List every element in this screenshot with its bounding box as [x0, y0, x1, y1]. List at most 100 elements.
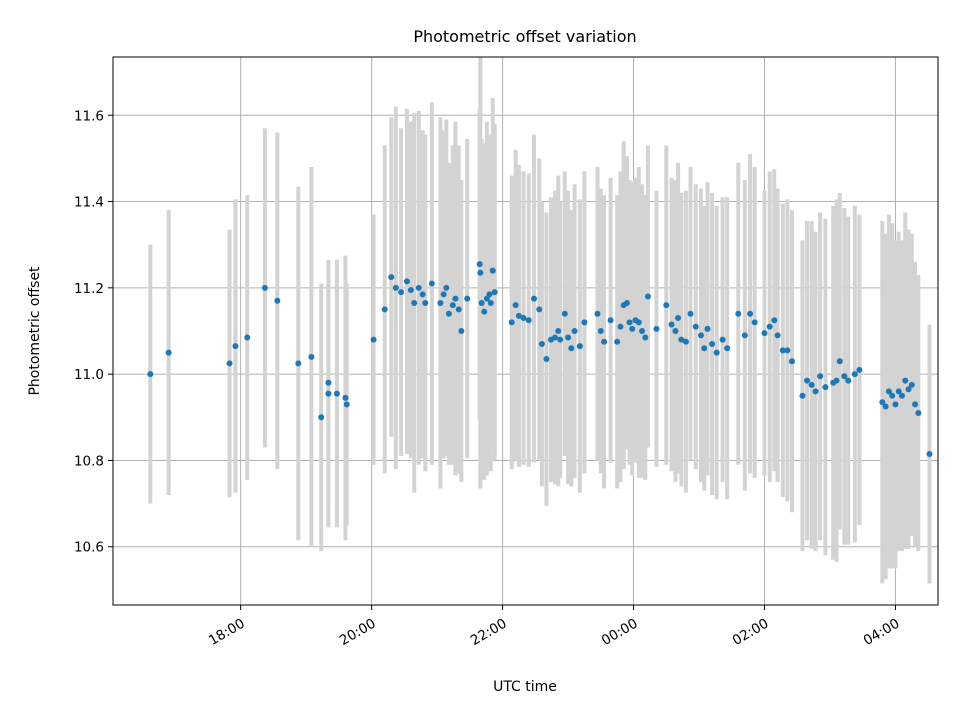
- data-point: [481, 308, 488, 315]
- data-point: [724, 345, 731, 352]
- data-point: [398, 289, 405, 296]
- data-point: [895, 388, 902, 395]
- data-point: [342, 394, 349, 401]
- data-point: [701, 345, 708, 352]
- data-point: [571, 328, 578, 334]
- data-point: [536, 306, 543, 313]
- data-point: [458, 328, 465, 334]
- data-point: [486, 291, 493, 298]
- data-point: [561, 310, 568, 317]
- data-point: [520, 315, 527, 322]
- data-point: [908, 381, 915, 388]
- data-point: [232, 343, 239, 350]
- data-point: [464, 295, 471, 302]
- data-point: [411, 299, 418, 306]
- data-point: [437, 299, 444, 306]
- data-point: [538, 340, 545, 347]
- data-point: [672, 328, 679, 334]
- data-point: [568, 345, 575, 352]
- data-point: [452, 295, 459, 302]
- data-point: [525, 317, 532, 324]
- data-point: [678, 336, 685, 343]
- data-point: [407, 287, 414, 294]
- data-point: [635, 319, 642, 326]
- data-point: [443, 284, 450, 291]
- data-point: [892, 401, 899, 408]
- data-point: [555, 328, 562, 334]
- data-point: [531, 295, 538, 302]
- y-tick-label: 10.8: [74, 453, 104, 469]
- data-point: [601, 338, 608, 345]
- data-point: [422, 299, 429, 306]
- data-point: [751, 319, 758, 326]
- data-point: [515, 312, 522, 319]
- data-point: [882, 403, 889, 410]
- data-point: [784, 347, 791, 354]
- data-point: [476, 261, 483, 268]
- data-point: [885, 388, 892, 395]
- plot-frame: [112, 56, 939, 606]
- data-point: [713, 349, 720, 356]
- data-point: [735, 310, 742, 317]
- data-point: [912, 401, 919, 408]
- data-point: [741, 332, 748, 339]
- y-tick-label: 10.6: [74, 540, 104, 556]
- data-point: [597, 328, 604, 334]
- data-point: [799, 392, 806, 399]
- data-point: [788, 358, 795, 365]
- y-tick-label: 11.4: [74, 195, 104, 211]
- data-point: [822, 384, 829, 391]
- data-point: [343, 401, 350, 408]
- data-point: [419, 291, 426, 298]
- data-point: [644, 293, 651, 300]
- data-point: [325, 379, 332, 386]
- data-point: [879, 399, 886, 406]
- data-point: [675, 315, 682, 322]
- data-point: [771, 317, 778, 324]
- data-point: [147, 371, 154, 378]
- data-point: [766, 323, 773, 330]
- data-point: [653, 325, 660, 332]
- data-point: [165, 349, 172, 356]
- data-point: [487, 299, 494, 306]
- data-point: [581, 319, 588, 326]
- data-point: [477, 269, 484, 276]
- y-tick-label: 11.2: [74, 281, 104, 297]
- data-point: [833, 377, 840, 384]
- data-point: [626, 319, 633, 326]
- data-point: [898, 392, 905, 399]
- data-point: [817, 373, 824, 380]
- data-point: [697, 332, 704, 339]
- y-tick-label: 11.6: [74, 108, 104, 124]
- data-point: [261, 284, 268, 291]
- data-point: [704, 325, 711, 332]
- data-point: [455, 306, 462, 313]
- data-point: [687, 310, 694, 317]
- data-point: [565, 334, 572, 341]
- data-point: [445, 310, 452, 317]
- data-point: [295, 360, 302, 367]
- data-point: [668, 321, 675, 328]
- data-point: [508, 319, 515, 326]
- data-point: [489, 267, 496, 274]
- x-axis-label: UTC time: [493, 679, 557, 695]
- data-point: [381, 306, 388, 313]
- data-point: [808, 381, 815, 388]
- data-point: [905, 386, 912, 393]
- data-point: [607, 317, 614, 324]
- data-point: [902, 377, 909, 384]
- data-point: [719, 336, 726, 343]
- data-point: [543, 356, 550, 363]
- y-axis-label: Photometric offset: [27, 266, 43, 396]
- data-point: [491, 289, 498, 296]
- data-point: [274, 297, 281, 304]
- data-point: [779, 347, 786, 354]
- data-point: [841, 373, 848, 380]
- data-point: [851, 371, 858, 378]
- data-point: [639, 328, 646, 334]
- data-point: [774, 332, 781, 339]
- data-point: [483, 295, 490, 302]
- data-point: [415, 284, 422, 291]
- data-points: [147, 261, 933, 457]
